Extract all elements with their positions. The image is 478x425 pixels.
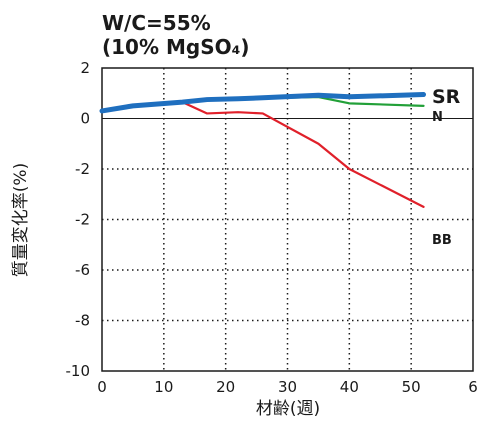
y-axis-label: 質量変化率(%) (11, 163, 31, 277)
x-axis-label: 材齢(週) (256, 399, 320, 419)
x-tick-labels: 0 10 20 30 40 50 6 (97, 378, 478, 396)
y-tick-label: -6 (75, 261, 90, 279)
x-tick-label: 30 (278, 378, 297, 396)
series-label-sr: SR (432, 86, 461, 108)
y-tick-label: -2 (75, 160, 90, 178)
series-line-sr (99, 92, 427, 114)
series-line-bb (100, 100, 425, 208)
x-tick-label: 0 (97, 378, 107, 396)
series-lines (99, 92, 427, 208)
x-tick-label: 20 (216, 378, 235, 396)
series-label-bb: BB (432, 233, 452, 248)
y-tick-label: -8 (75, 312, 90, 330)
y-tick-label: -2 (75, 211, 90, 229)
y-tick-label: -10 (66, 362, 91, 380)
y-tick-label: 0 (80, 110, 90, 128)
x-tick-label: 40 (340, 378, 359, 396)
y-tick-labels: 2 0 -2 -2 -6 -8 -10 (66, 59, 91, 380)
y-tick-label: 2 (80, 59, 90, 77)
grid (102, 68, 473, 371)
x-tick-label: 6 (468, 378, 478, 396)
x-tick-label: 50 (402, 378, 421, 396)
series-label-n: N (432, 110, 443, 125)
x-tick-label: 10 (154, 378, 173, 396)
plot-frame (101, 67, 474, 372)
chart-title-line1: W/C=55% (102, 11, 211, 35)
chart-title-line2: (10% MgSO₄) (102, 35, 250, 59)
